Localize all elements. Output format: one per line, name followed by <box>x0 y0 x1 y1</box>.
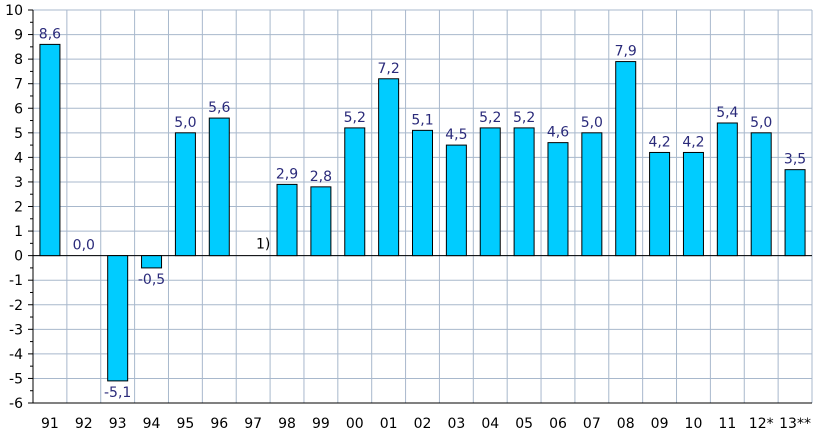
data-label: 5,6 <box>208 100 230 116</box>
x-tick-label: 99 <box>312 416 330 431</box>
x-tick-label: 04 <box>481 416 499 431</box>
bar <box>750 132 772 257</box>
x-tick-label: 07 <box>583 416 601 431</box>
y-tick-label: 5 <box>14 126 23 142</box>
annotation-note-1: 1) <box>256 236 270 252</box>
x-tick-label: 91 <box>41 416 59 431</box>
data-label: 2,9 <box>276 166 298 182</box>
axes <box>28 9 812 404</box>
x-tick-label: 09 <box>651 416 669 431</box>
x-tick-label: 03 <box>447 416 465 431</box>
data-label: 5,2 <box>479 110 501 126</box>
x-tick-label: 95 <box>176 416 194 431</box>
x-tick-label: 11 <box>718 416 736 431</box>
x-tick-label: 01 <box>380 416 398 431</box>
bar <box>716 122 738 257</box>
data-label: 8,6 <box>39 26 61 42</box>
x-tick-label: 10 <box>685 416 703 431</box>
grid-lines <box>32 9 813 404</box>
x-tick-label: 98 <box>278 416 296 431</box>
y-tick-label: 6 <box>14 101 23 117</box>
bar <box>174 132 196 257</box>
bar <box>784 169 806 257</box>
x-tick-label: 94 <box>143 416 161 431</box>
data-label: 5,4 <box>716 105 738 121</box>
bar <box>378 78 400 257</box>
y-tick-label: -1 <box>9 273 23 289</box>
data-label: 4,2 <box>648 134 670 150</box>
bar <box>141 255 163 269</box>
bar <box>310 186 332 257</box>
data-label: 7,2 <box>377 61 399 77</box>
bar <box>412 129 433 257</box>
x-tick-label: 08 <box>617 416 635 431</box>
data-label: 4,6 <box>547 125 569 141</box>
data-label: 5,0 <box>750 115 772 131</box>
bar <box>445 144 467 257</box>
y-tick-label: -5 <box>9 371 23 387</box>
data-label: 5,2 <box>513 110 535 126</box>
y-tick-label: -2 <box>9 298 23 314</box>
bar <box>39 43 61 257</box>
x-tick-label: 13** <box>779 416 811 431</box>
y-tick-label: 9 <box>14 28 23 44</box>
bar <box>581 132 603 257</box>
data-label: -5,1 <box>104 385 131 401</box>
y-tick-label: 4 <box>14 150 23 166</box>
data-label: 7,9 <box>615 44 637 60</box>
x-tick-label: 05 <box>515 416 533 431</box>
x-tick-label: 12* <box>749 416 774 431</box>
bar <box>547 142 569 257</box>
bar <box>107 255 129 382</box>
x-tick-label: 06 <box>549 416 567 431</box>
y-tick-label: 1 <box>14 224 23 240</box>
data-label: 2,8 <box>310 169 332 185</box>
x-tick-label: 92 <box>75 416 93 431</box>
data-label: 4,5 <box>445 127 467 143</box>
y-tick-label: 2 <box>14 200 23 216</box>
y-tick-label: 0 <box>14 249 23 265</box>
data-label: 5,1 <box>411 112 433 128</box>
data-label: 4,2 <box>682 134 704 150</box>
y-tick-label: -6 <box>9 396 23 412</box>
bar <box>479 127 501 257</box>
data-label: 5,0 <box>174 115 196 131</box>
y-tick-label: -3 <box>9 322 23 338</box>
x-tick-label: 02 <box>414 416 432 431</box>
data-label: 3,5 <box>784 152 806 168</box>
bar <box>513 127 535 257</box>
data-labels: 8,6 0,0 -5,1 -0,5 5,0 5,6 2,9 2,8 5,2 7,2 5,1 4,5 5,… <box>39 26 806 401</box>
bar <box>344 127 366 257</box>
data-label: 5,2 <box>344 110 366 126</box>
x-tick-label: 96 <box>210 416 228 431</box>
y-tick-label: 8 <box>14 52 23 68</box>
y-tick-label: 3 <box>14 175 23 191</box>
bar <box>649 151 671 257</box>
bar <box>208 117 230 257</box>
bar <box>276 183 298 257</box>
data-label: 0,0 <box>73 238 95 254</box>
bar <box>682 151 704 257</box>
bar <box>615 61 637 257</box>
x-tick-label: 97 <box>244 416 262 431</box>
y-tick-label: 7 <box>14 77 23 93</box>
y-tick-label: -4 <box>9 347 23 363</box>
data-label: -0,5 <box>138 272 165 288</box>
x-tick-label: 00 <box>346 416 364 431</box>
x-tick-label: 93 <box>109 416 127 431</box>
data-label: 5,0 <box>581 115 603 131</box>
y-tick-label: 10 <box>5 3 23 19</box>
bars <box>39 43 806 382</box>
